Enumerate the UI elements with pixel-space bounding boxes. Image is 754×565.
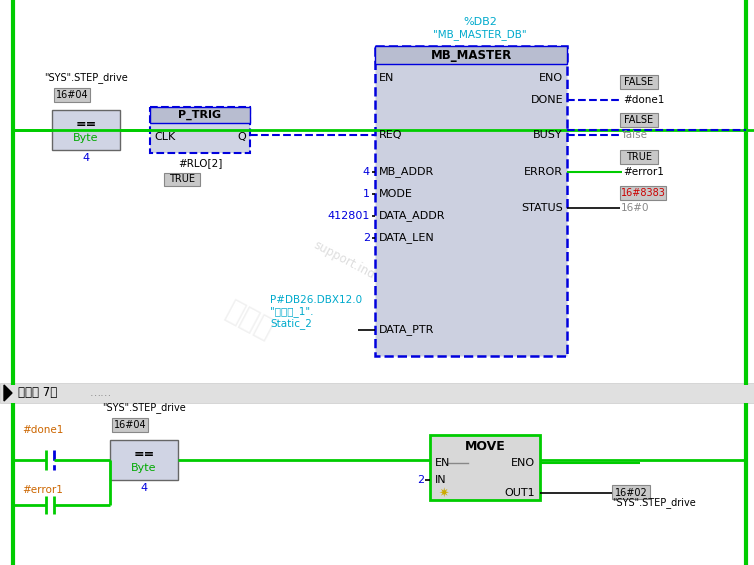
- Text: P#DB26.DBX12.0: P#DB26.DBX12.0: [270, 295, 362, 305]
- Bar: [375, 46, 567, 356]
- Text: EN: EN: [379, 73, 394, 83]
- Text: ENO: ENO: [539, 73, 563, 83]
- Text: "SYS".STEP_drive: "SYS".STEP_drive: [612, 498, 696, 508]
- Text: ERROR: ERROR: [524, 167, 563, 177]
- Text: DATA_PTR: DATA_PTR: [379, 324, 434, 336]
- Text: Byte: Byte: [131, 463, 157, 473]
- Text: STATUS: STATUS: [521, 203, 563, 213]
- Bar: [620, 75, 658, 89]
- Text: #done1: #done1: [22, 425, 63, 435]
- Bar: [620, 150, 658, 164]
- Text: %DB2: %DB2: [463, 17, 497, 27]
- Text: ==: ==: [75, 118, 97, 131]
- Text: 2: 2: [363, 233, 370, 243]
- Text: DATA_ADDR: DATA_ADDR: [379, 211, 446, 221]
- Bar: [54, 88, 90, 102]
- Text: "SYS".STEP_drive: "SYS".STEP_drive: [102, 402, 186, 414]
- Text: 4: 4: [82, 153, 90, 163]
- Text: EN: EN: [435, 458, 450, 468]
- Text: ……: ……: [90, 388, 112, 398]
- Text: 2: 2: [417, 475, 424, 485]
- Text: false: false: [623, 130, 648, 140]
- Text: #RLO[2]: #RLO[2]: [178, 158, 222, 168]
- Bar: [430, 435, 540, 500]
- Text: 16#8383: 16#8383: [621, 188, 666, 198]
- Text: 16#0: 16#0: [621, 203, 649, 213]
- Text: "数据块_1".: "数据块_1".: [270, 307, 314, 318]
- Text: 程序段 7：: 程序段 7：: [18, 386, 57, 399]
- Text: DATA_LEN: DATA_LEN: [379, 233, 435, 244]
- Text: #error1: #error1: [623, 167, 664, 177]
- Bar: [620, 186, 666, 200]
- Bar: [52, 110, 120, 150]
- Text: #done1: #done1: [623, 95, 664, 105]
- Text: IN: IN: [435, 475, 446, 485]
- Bar: [375, 46, 567, 64]
- Text: REQ: REQ: [379, 130, 403, 140]
- Text: BUSY: BUSY: [533, 130, 563, 140]
- Text: MB_ADDR: MB_ADDR: [379, 167, 434, 177]
- Text: "SYS".STEP_drive: "SYS".STEP_drive: [44, 72, 128, 84]
- Bar: [164, 173, 200, 186]
- Text: CLK: CLK: [154, 132, 175, 142]
- Text: DONE: DONE: [530, 95, 563, 105]
- Bar: [150, 107, 250, 153]
- Text: Static_2: Static_2: [270, 319, 312, 329]
- Text: TRUE: TRUE: [626, 152, 652, 162]
- Bar: [620, 113, 658, 127]
- Text: MOVE: MOVE: [464, 440, 505, 453]
- Text: 1: 1: [363, 189, 370, 199]
- Text: MB_MASTER: MB_MASTER: [431, 49, 512, 62]
- Text: TRUE: TRUE: [169, 174, 195, 184]
- Text: support.industry.siemens.com/cs: support.industry.siemens.com/cs: [311, 238, 489, 341]
- Text: ==: ==: [133, 447, 155, 460]
- Bar: [612, 485, 650, 499]
- Text: FALSE: FALSE: [624, 77, 654, 87]
- Text: Byte: Byte: [73, 133, 99, 143]
- Text: 16#04: 16#04: [114, 420, 146, 430]
- Polygon shape: [4, 385, 12, 401]
- Text: 16#04: 16#04: [56, 90, 88, 100]
- Bar: [0, 383, 754, 403]
- Text: 西门子: 西门子: [222, 296, 278, 344]
- Text: OUT1: OUT1: [504, 488, 535, 498]
- Text: ENO: ENO: [511, 458, 535, 468]
- Bar: [112, 418, 148, 432]
- Text: 4: 4: [363, 167, 370, 177]
- Text: 16#02: 16#02: [615, 488, 648, 498]
- Text: "MB_MASTER_DB": "MB_MASTER_DB": [434, 29, 527, 41]
- Bar: [150, 107, 250, 123]
- Text: #error1: #error1: [22, 485, 63, 495]
- Text: Q: Q: [238, 132, 246, 142]
- Text: 412801: 412801: [328, 211, 370, 221]
- Bar: [110, 440, 178, 480]
- Text: P_TRIG: P_TRIG: [179, 110, 222, 120]
- Text: ✷: ✷: [438, 486, 449, 499]
- Text: 4: 4: [140, 483, 148, 493]
- Text: MODE: MODE: [379, 189, 413, 199]
- Text: FALSE: FALSE: [624, 115, 654, 125]
